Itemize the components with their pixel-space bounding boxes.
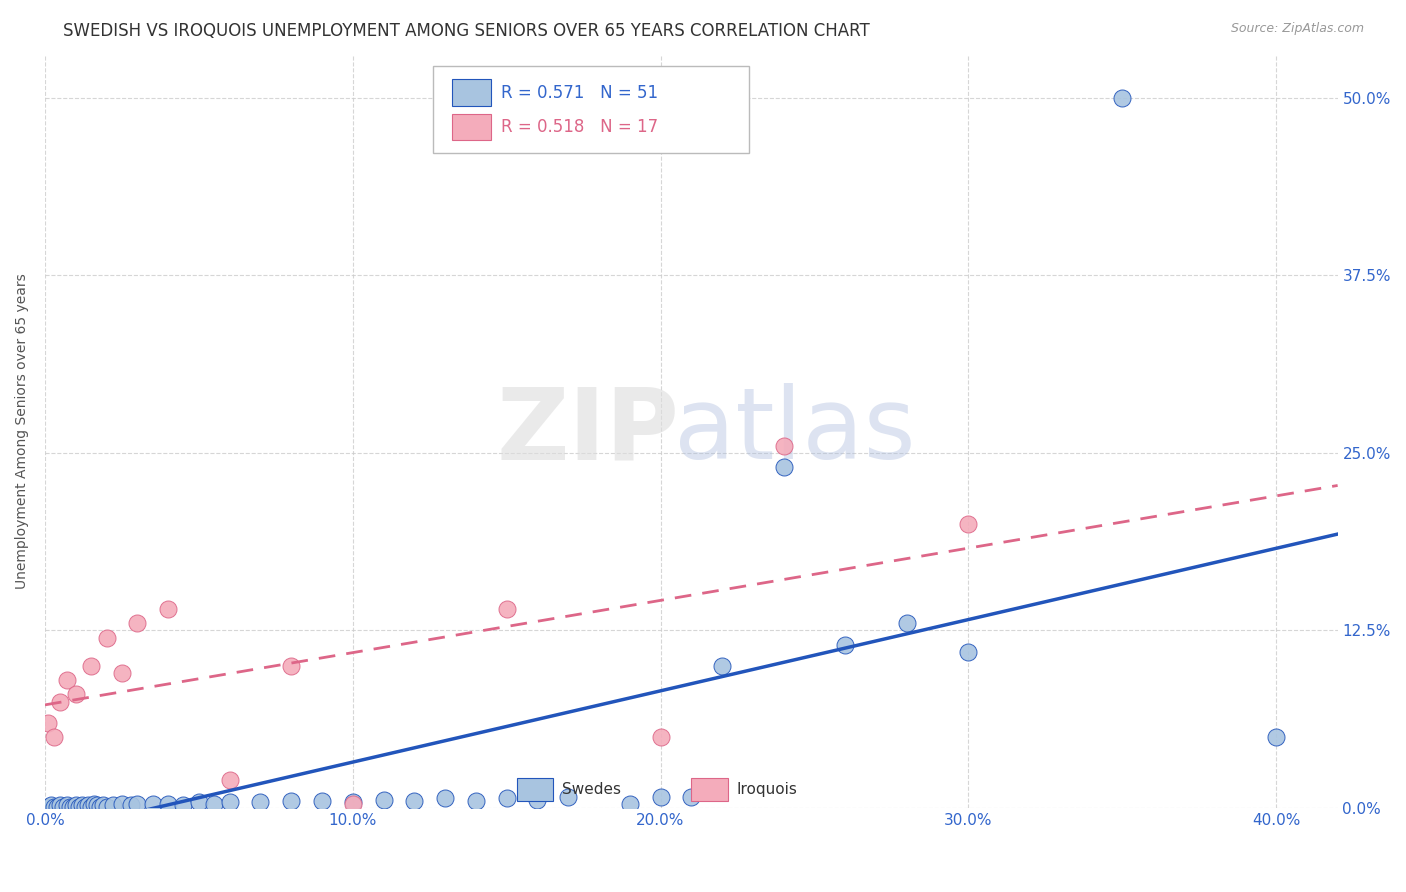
Point [96, 799, 118, 814]
Text: R = 0.518   N = 17: R = 0.518 N = 17 [502, 119, 658, 136]
Text: Swedes: Swedes [562, 781, 621, 797]
Point [342, 796, 364, 810]
Point [495, 602, 517, 616]
Point [65, 798, 87, 813]
Point [526, 792, 548, 806]
Point [37, 799, 59, 814]
Point [52, 799, 75, 814]
Point [96, 631, 118, 645]
FancyBboxPatch shape [453, 114, 491, 140]
Point [157, 797, 180, 811]
Text: R = 0.571   N = 51: R = 0.571 N = 51 [502, 84, 658, 102]
Point [127, 797, 149, 811]
Point [111, 666, 134, 681]
Point [557, 789, 579, 804]
Point [495, 791, 517, 805]
Text: atlas: atlas [673, 383, 915, 480]
FancyBboxPatch shape [453, 79, 491, 105]
Point [55, 673, 77, 688]
FancyBboxPatch shape [517, 778, 553, 800]
Point [120, 798, 142, 813]
FancyBboxPatch shape [692, 778, 727, 800]
Text: Source: ZipAtlas.com: Source: ZipAtlas.com [1230, 22, 1364, 36]
Point [67, 799, 90, 814]
Point [80, 659, 103, 673]
Point [249, 796, 271, 810]
Point [681, 789, 703, 804]
Point [77, 798, 100, 813]
Point [172, 798, 194, 813]
Point [49, 694, 72, 708]
Point [49, 798, 72, 813]
Text: Iroquois: Iroquois [737, 781, 797, 797]
Point [58, 799, 80, 814]
Point [101, 798, 124, 813]
Point [44, 799, 66, 814]
Point [957, 645, 980, 659]
Point [1265, 730, 1288, 744]
Point [86, 798, 108, 813]
Point [44, 730, 66, 744]
Point [157, 602, 180, 616]
Point [93, 798, 115, 813]
Point [65, 688, 87, 702]
Point [280, 794, 302, 808]
Point [772, 460, 794, 475]
Point [834, 638, 856, 652]
Point [73, 799, 96, 814]
Point [111, 797, 134, 811]
Point [62, 799, 84, 814]
Point [772, 439, 794, 453]
Point [373, 792, 395, 806]
Text: ZIP: ZIP [496, 383, 679, 480]
Point [187, 796, 209, 810]
Point [342, 797, 364, 811]
Y-axis label: Unemployment Among Seniors over 65 years: Unemployment Among Seniors over 65 years [15, 274, 30, 590]
Point [142, 797, 165, 811]
Point [46, 799, 69, 814]
Point [55, 798, 77, 813]
Point [619, 797, 641, 811]
Point [83, 797, 105, 811]
Point [311, 794, 333, 808]
Point [202, 797, 225, 811]
Point [39, 798, 62, 813]
Point [711, 659, 734, 673]
Point [280, 659, 302, 673]
Text: SWEDISH VS IROQUOIS UNEMPLOYMENT AMONG SENIORS OVER 65 YEARS CORRELATION CHART: SWEDISH VS IROQUOIS UNEMPLOYMENT AMONG S… [63, 22, 870, 40]
Point [404, 794, 426, 808]
Point [218, 772, 240, 787]
Point [127, 616, 149, 631]
Point [957, 516, 980, 531]
Point [896, 616, 918, 631]
Point [650, 730, 672, 744]
Point [434, 791, 457, 805]
Point [218, 796, 240, 810]
Point [80, 799, 103, 814]
Point [89, 799, 111, 814]
Point [650, 789, 672, 804]
Point [464, 794, 486, 808]
FancyBboxPatch shape [433, 66, 749, 153]
Point [1111, 91, 1133, 105]
Point [70, 798, 93, 813]
Point [37, 715, 59, 730]
